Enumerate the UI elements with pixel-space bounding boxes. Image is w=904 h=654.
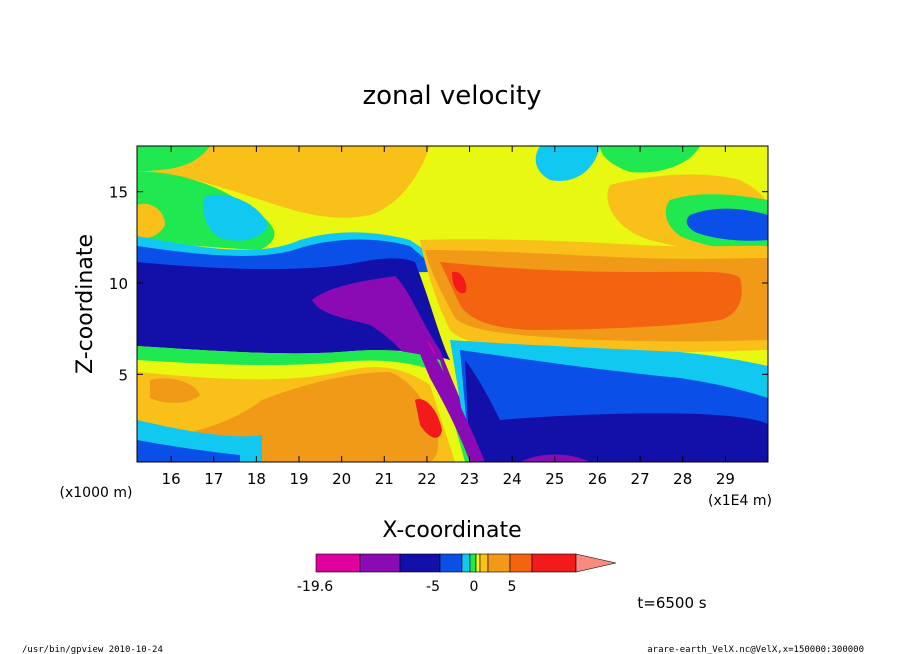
colorbar-segment <box>479 553 489 573</box>
x-axis-label: X-coordinate <box>382 518 521 543</box>
colorbar-segment <box>439 553 463 573</box>
field-upper-orange-left <box>137 146 430 218</box>
x-tick-label: 19 <box>289 470 308 488</box>
field-lower-red <box>415 399 442 438</box>
field-bottom-blue <box>137 440 240 462</box>
x-tick-label: 28 <box>673 470 692 488</box>
x-tick-label: 20 <box>332 470 351 488</box>
colorbar-arrow <box>575 553 617 573</box>
x-tick-label: 27 <box>631 470 650 488</box>
colorbar-labels: -19.6 -5 0 5 <box>297 579 517 595</box>
field-orange-tongue-dark <box>440 262 742 330</box>
x-axis-ticks: 16 17 18 19 20 21 22 23 24 25 26 27 28 29 <box>162 146 735 488</box>
x-unit-label: (x1E4 m) <box>708 493 772 509</box>
x-tick-label: 22 <box>417 470 436 488</box>
chart-title: zonal velocity <box>362 81 541 111</box>
x-tick-label: 17 <box>204 470 223 488</box>
x-tick-label: 23 <box>460 470 479 488</box>
colorbar-label: -5 <box>426 579 440 595</box>
x-tick-label: 29 <box>716 470 735 488</box>
x-tick-label: 24 <box>503 470 522 488</box>
colorbar-label: 5 <box>508 579 517 595</box>
contour-field <box>137 146 768 462</box>
x-tick-label: 25 <box>545 470 564 488</box>
colorbar-segment <box>487 553 511 573</box>
footer-left: /usr/bin/gpview 2010-10-24 <box>22 645 163 654</box>
colorbar-segment <box>461 553 471 573</box>
field-upper-right-green2 <box>600 146 700 173</box>
y-axis-ticks: 5 10 15 <box>109 184 768 384</box>
field-upper-right-cyan2 <box>535 146 600 181</box>
time-annotation: t=6500 s <box>637 594 706 612</box>
x-tick-label: 18 <box>247 470 266 488</box>
x-tick-label: 26 <box>588 470 607 488</box>
x-tick-label: 16 <box>162 470 181 488</box>
colorbar-segment <box>475 553 481 573</box>
colorbar-label: -19.6 <box>297 579 333 595</box>
colorbar-segment <box>399 553 441 573</box>
colorbar <box>315 553 617 573</box>
field-shear-zone <box>395 276 485 462</box>
field-upper-orange-blob <box>137 203 165 238</box>
colorbar-segment <box>469 553 477 573</box>
colorbar-segment <box>531 553 577 573</box>
colorbar-segment <box>315 553 361 573</box>
field-red-spot-upper <box>452 271 467 294</box>
field-upper-cyan-left <box>203 194 268 241</box>
y-tick-label: 15 <box>109 184 128 202</box>
y-axis-label: Z-coordinate <box>73 234 98 374</box>
colorbar-segment <box>509 553 533 573</box>
colorbar-label: 0 <box>470 579 479 595</box>
x-tick-label: 21 <box>375 470 394 488</box>
plot-frame <box>136 145 769 463</box>
field-lower-right-darkblue <box>465 360 768 462</box>
y-tick-label: 5 <box>118 366 128 384</box>
field-lower-left-blob <box>150 378 200 403</box>
field-upper-green-left <box>137 146 210 172</box>
colorbar-segment <box>359 553 401 573</box>
footer-right: arare-earth_VelX.nc@VelX,x=150000:300000 <box>647 645 864 654</box>
field-upper-right-blue <box>686 208 768 241</box>
y-unit-label: (x1000 m) <box>60 485 133 501</box>
y-tick-label: 10 <box>109 275 128 293</box>
